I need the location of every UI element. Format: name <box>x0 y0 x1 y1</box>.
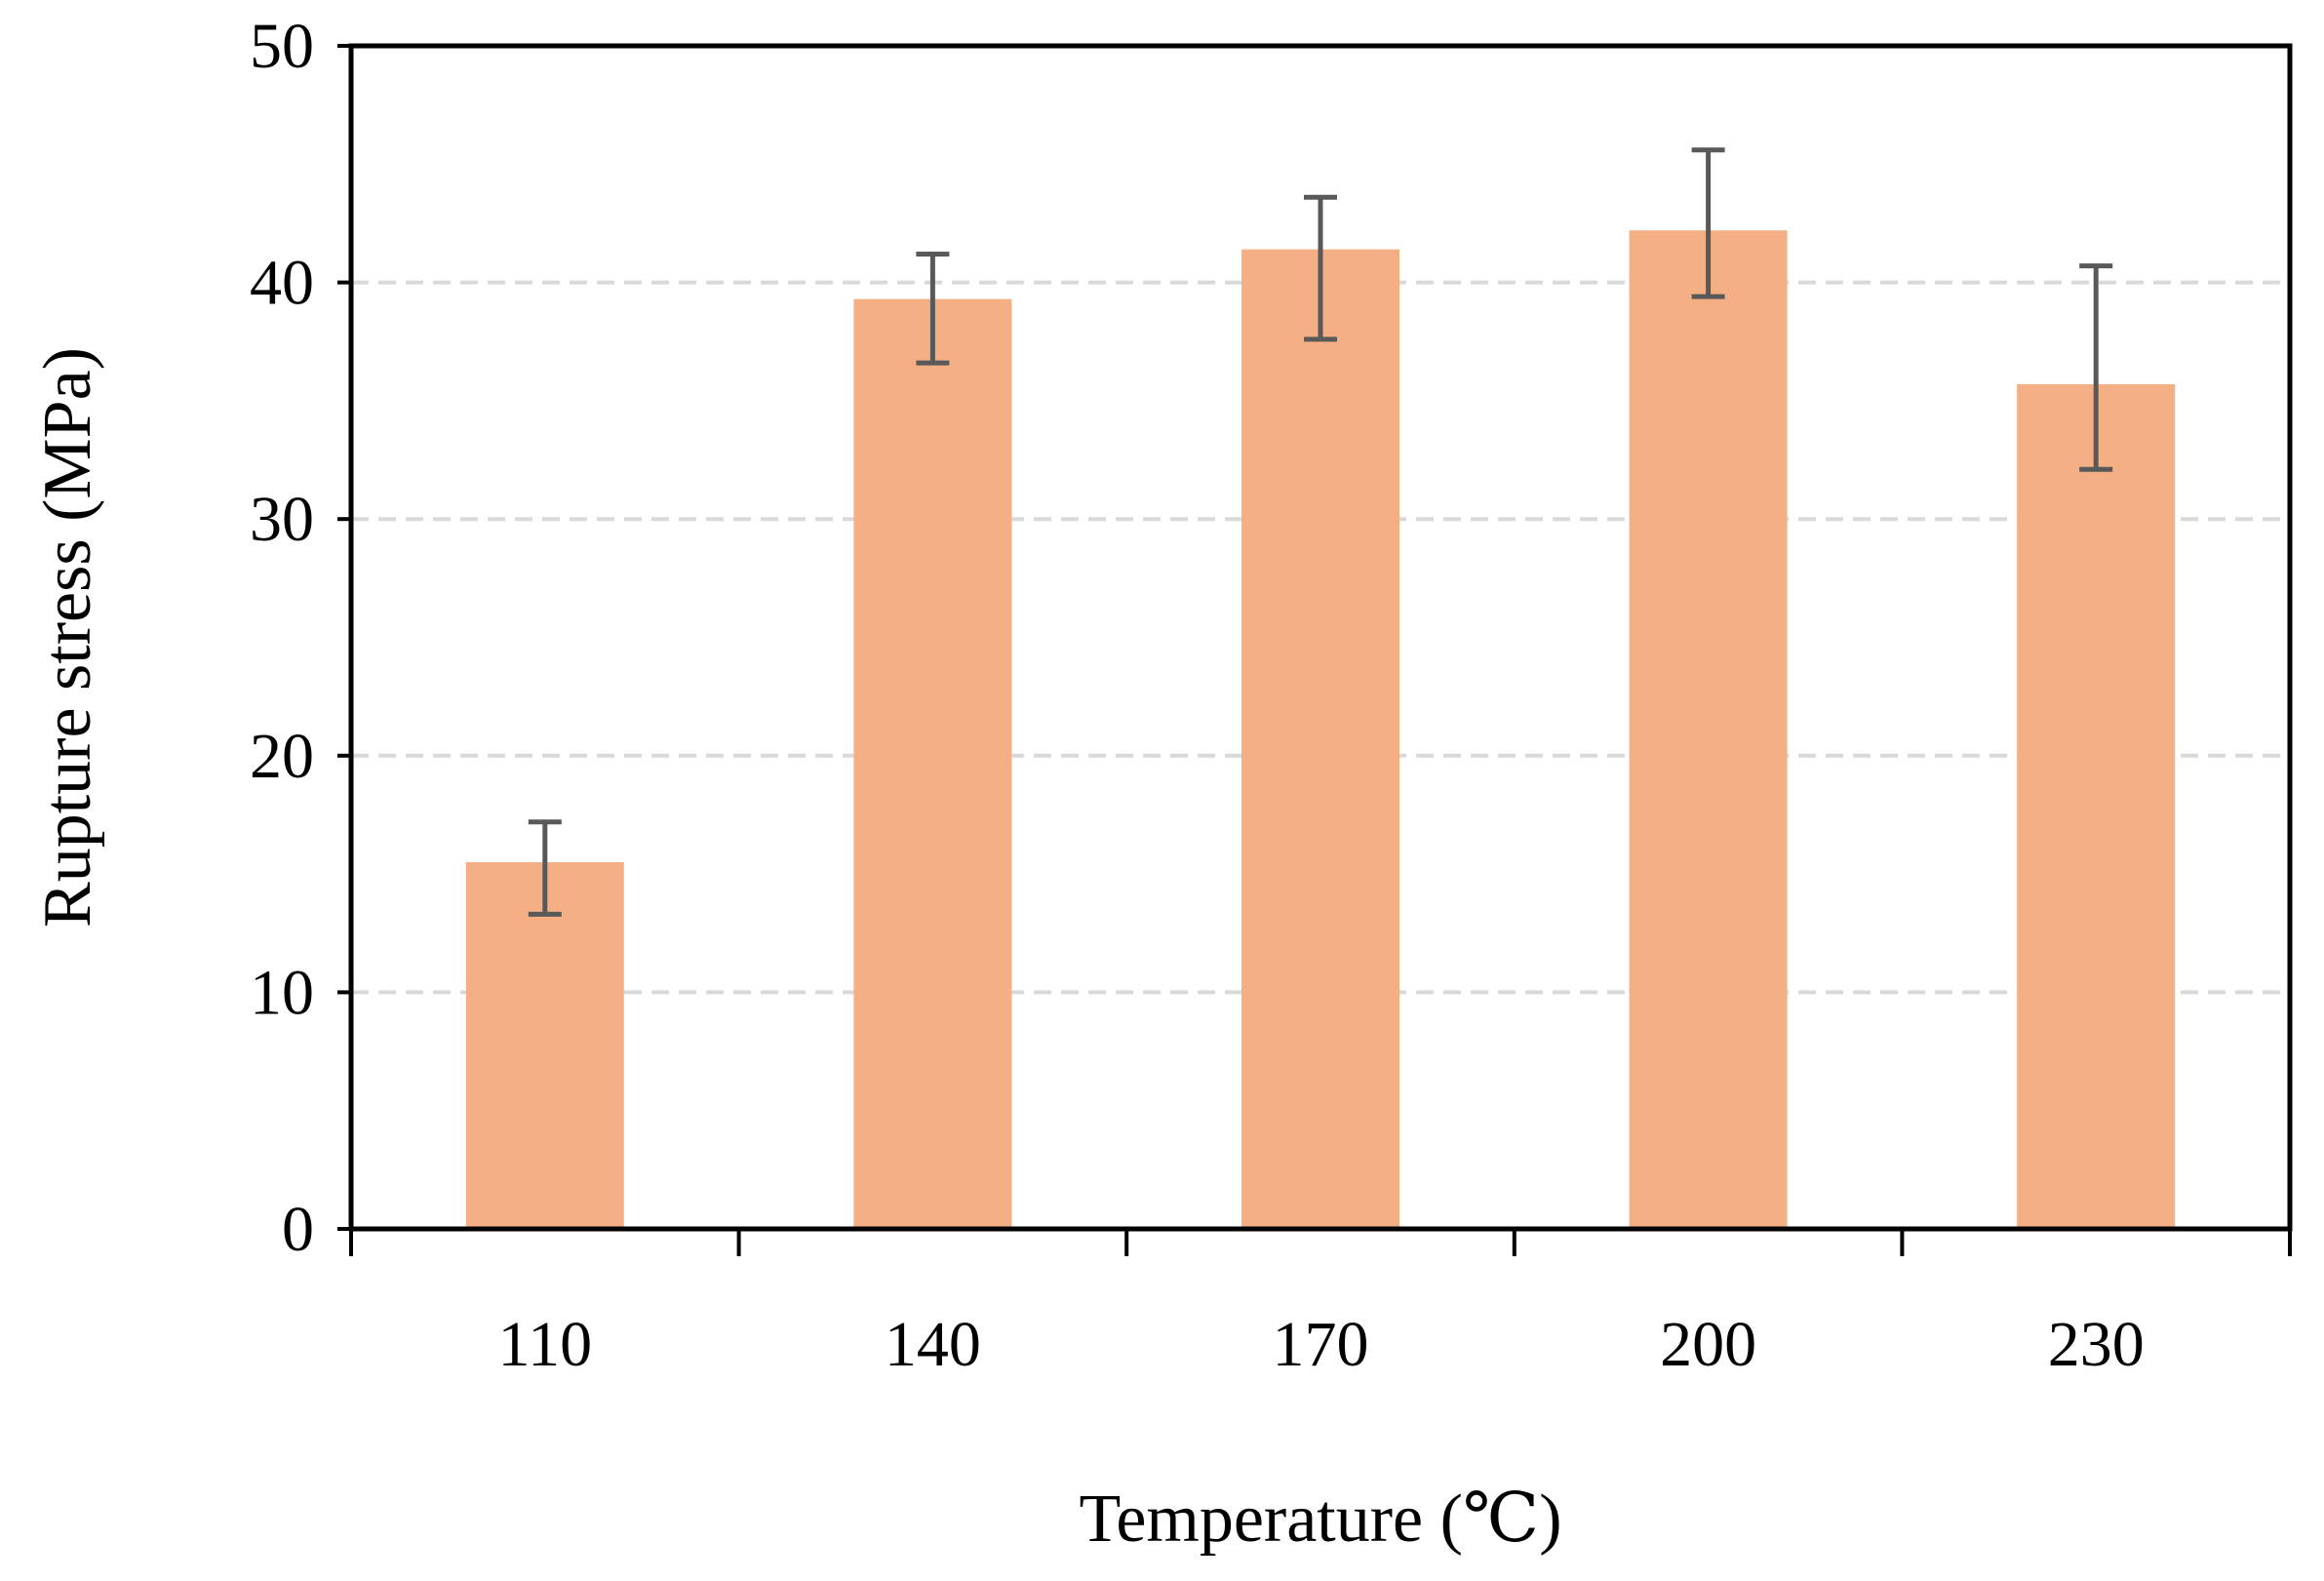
tick-labels: 0 10 20 30 40 50 110 140 170 200 230 <box>250 11 2145 1380</box>
y-tick-label-10: 10 <box>250 957 314 1028</box>
x-tick-label-230: 230 <box>2048 1309 2145 1380</box>
plot-frame <box>348 43 2293 1232</box>
error-bars <box>528 147 2113 917</box>
bar-200 <box>1629 230 1788 1229</box>
y-tick-label-0: 0 <box>282 1194 314 1265</box>
bar-170 <box>1241 249 1399 1230</box>
bar-230 <box>2017 383 2176 1230</box>
x-tick-label-200: 200 <box>1660 1309 1756 1380</box>
x-tick-label-170: 170 <box>1273 1309 1369 1380</box>
bars <box>465 230 2176 1230</box>
y-tick-label-20: 20 <box>250 721 314 792</box>
y-axis-title: Rupture stress (MPa) <box>30 347 105 928</box>
x-axis-title: Temperature (℃) <box>1079 1482 1561 1557</box>
bar-140 <box>853 298 1012 1229</box>
x-tick-label-140: 140 <box>885 1309 981 1380</box>
y-tick-label-50: 50 <box>250 11 314 82</box>
axes <box>337 43 2293 1256</box>
bar-110 <box>465 861 624 1229</box>
y-tick-label-40: 40 <box>250 248 314 319</box>
x-tick-label-110: 110 <box>498 1309 593 1380</box>
y-tick-label-30: 30 <box>250 484 314 555</box>
